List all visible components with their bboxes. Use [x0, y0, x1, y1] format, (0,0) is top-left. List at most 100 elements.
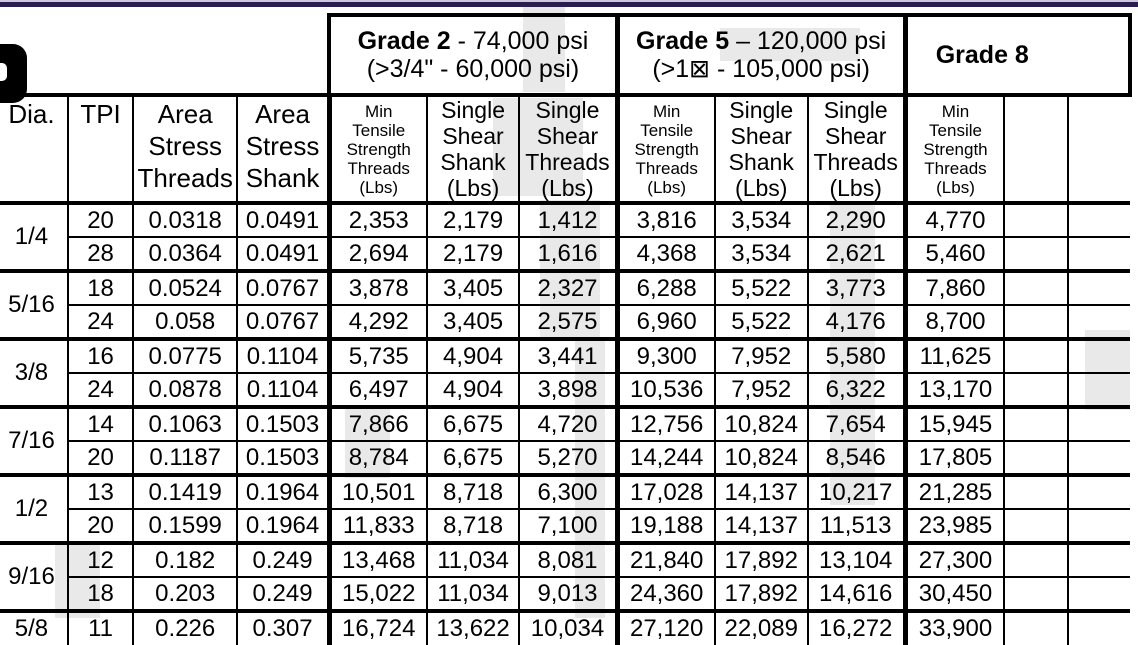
g2-value-cell: 16,724 [326, 609, 427, 645]
g2-value-cell: 11,034 [425, 576, 520, 611]
dia-cell: 1/4 [0, 201, 68, 271]
dia-cell: 5/16 [0, 269, 68, 339]
area-stress-shank-cell: 0.0767 [236, 269, 330, 305]
area-stress-threads-cell: 0.1187 [132, 440, 238, 475]
g8-value-cell [1066, 576, 1130, 611]
area-stress-threads-cell: 0.182 [132, 541, 238, 577]
g5-value-cell: 14,137 [713, 473, 808, 509]
g2-value-cell: 11,833 [326, 508, 427, 543]
g8-value-cell [1003, 609, 1068, 645]
area-stress-threads-cell: 0.1063 [132, 405, 238, 441]
area-stress-shank-cell: 0.1503 [236, 440, 330, 475]
tpi-cell: 18 [66, 269, 134, 305]
g2-value-cell: 1,616 [518, 236, 618, 271]
g8-value-cell: 11,625 [902, 337, 1005, 373]
g8-value-cell: 23,985 [902, 508, 1005, 543]
g2-value-cell: 15,022 [326, 576, 427, 611]
g5-value-cell: 7,654 [806, 405, 906, 441]
table-row: 28 0.0364 0.0491 2,694 2,179 1,616 4,368 3,534 2… [0, 236, 1130, 271]
area-stress-shank-cell: 0.1964 [236, 508, 330, 543]
g5-value-cell: 8,546 [806, 440, 906, 475]
g8-value-cell [1003, 405, 1068, 441]
table-row: 9/16 12 0.182 0.249 13,468 11,034 8,081 21,840 1… [0, 541, 1130, 611]
area-stress-shank-cell: 0.1104 [236, 337, 330, 373]
column-header [1066, 95, 1130, 205]
g8-value-cell [1066, 541, 1130, 577]
table-row: 1/2 13 0.1419 0.1964 10,501 8,718 6,300 17,028 1… [0, 473, 1130, 543]
g8-value-cell [1066, 473, 1130, 509]
tpi-cell: 13 [66, 473, 134, 509]
g2-value-cell: 7,100 [518, 508, 618, 543]
g2-value-cell: 10,034 [518, 609, 618, 645]
g5-value-cell: 19,188 [614, 508, 715, 543]
area-stress-threads-cell: 0.1419 [132, 473, 238, 509]
g8-value-cell: 15,945 [902, 405, 1005, 441]
g5-value-cell: 3,773 [806, 269, 906, 305]
g5-value-cell: 10,824 [713, 440, 808, 475]
table-row: 18 0.203 0.249 15,022 11,034 9,013 24,360 17,89… [0, 576, 1130, 611]
g5-value-cell: 7,952 [713, 372, 808, 407]
table-row: 5/16 18 0.0524 0.0767 3,878 3,405 2,327 6,288 5,… [0, 269, 1130, 339]
area-stress-shank-cell: 0.1964 [236, 473, 330, 509]
tpi-cell: 28 [66, 236, 134, 271]
g5-value-cell: 17,892 [713, 541, 808, 577]
column-header: Dia. [0, 95, 68, 205]
g5-value-cell: 7,952 [713, 337, 808, 373]
g5-value-cell: 16,272 [806, 609, 906, 645]
g2-value-cell: 6,675 [425, 440, 520, 475]
g8-value-cell [1003, 541, 1068, 577]
g5-value-cell: 9,300 [614, 337, 715, 373]
area-stress-threads-cell: 0.0318 [132, 201, 238, 237]
g8-value-cell: 5,460 [902, 236, 1005, 271]
g2-value-cell: 8,784 [326, 440, 427, 475]
g8-value-cell [1066, 201, 1130, 237]
tpi-cell: 18 [66, 576, 134, 611]
table-row: 24 0.0878 0.1104 6,497 4,904 3,898 10,536 7,952… [0, 372, 1130, 407]
g2-value-cell: 6,497 [326, 372, 427, 407]
grade-header: Grade 5 – 120,000 psi (>1⊠ - 105,000 psi) [614, 13, 908, 97]
grade-header: Grade 8 [902, 13, 1132, 97]
g8-value-cell [1003, 269, 1068, 305]
g5-value-cell: 27,120 [614, 609, 715, 645]
area-stress-shank-cell: 0.0491 [236, 201, 330, 237]
tpi-cell: 16 [66, 337, 134, 373]
g2-value-cell: 5,270 [518, 440, 618, 475]
g2-value-cell: 2,575 [518, 304, 618, 339]
column-header: Area Stress Threads [132, 95, 238, 205]
g8-value-cell: 33,900 [902, 609, 1005, 645]
top-accent-bar [0, 0, 1138, 7]
g8-value-cell [1003, 576, 1068, 611]
table-row: 1/4 20 0.0318 0.0491 2,353 2,179 1,412 3,816 3,5… [0, 201, 1130, 271]
g8-value-cell: 27,300 [902, 541, 1005, 577]
grade-header-row: Grade 2 - 74,000 psi (>3/4" - 60,000 psi)… [0, 13, 1132, 97]
g2-value-cell: 2,179 [425, 201, 520, 237]
g2-value-cell: 13,622 [425, 609, 520, 645]
g5-value-cell: 3,534 [713, 236, 808, 271]
g2-value-cell: 2,179 [425, 236, 520, 271]
g2-value-cell: 5,735 [326, 337, 427, 373]
g2-value-cell: 10,501 [326, 473, 427, 509]
column-header: Min Tensile Strength Threads (Lbs) [326, 95, 427, 205]
g5-value-cell: 5,522 [713, 269, 808, 305]
column-header: Min Tensile Strength Threads (Lbs) [902, 95, 1005, 205]
g5-value-cell: 17,892 [713, 576, 808, 611]
g5-value-cell: 22,089 [713, 609, 808, 645]
g5-value-cell: 2,621 [806, 236, 906, 271]
dia-cell: 9/16 [0, 541, 68, 611]
g2-value-cell: 1,412 [518, 201, 618, 237]
g5-value-cell: 10,536 [614, 372, 715, 407]
g2-value-cell: 4,720 [518, 405, 618, 441]
g8-value-cell: 30,450 [902, 576, 1005, 611]
dia-cell: 1/2 [0, 473, 68, 543]
area-stress-threads-cell: 0.226 [132, 609, 238, 645]
area-stress-threads-cell: 0.0524 [132, 269, 238, 305]
column-header: TPI [66, 95, 134, 205]
dia-cell: 5/8 [0, 609, 68, 645]
g2-value-cell: 3,878 [326, 269, 427, 305]
g8-value-cell: 21,285 [902, 473, 1005, 509]
area-stress-shank-cell: 0.1503 [236, 405, 330, 441]
g5-value-cell: 14,616 [806, 576, 906, 611]
tpi-cell: 24 [66, 372, 134, 407]
column-header: Single Shear Shank (Lbs) [425, 95, 520, 205]
